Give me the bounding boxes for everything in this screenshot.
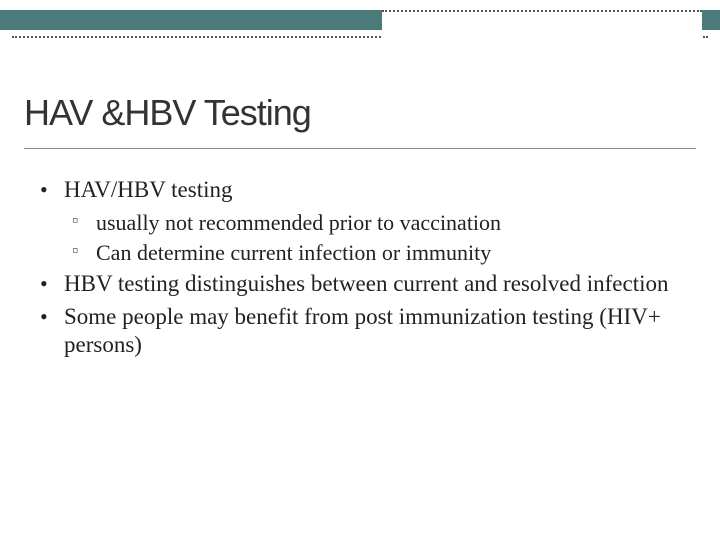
- bullet-text: Some people may benefit from post immuni…: [64, 304, 661, 358]
- slide-title: HAV &HBV Testing: [24, 92, 311, 134]
- sub-bullet-text: Can determine current infection or immun…: [96, 240, 491, 265]
- decorative-notch: [382, 10, 702, 46]
- title-underline: [24, 148, 696, 149]
- sub-bullet: usually not recommended prior to vaccina…: [40, 209, 680, 238]
- bullet-3: Some people may benefit from post immuni…: [40, 303, 680, 361]
- bullet-text: HAV/HBV testing: [64, 177, 232, 202]
- sub-bullet-text: usually not recommended prior to vaccina…: [96, 210, 501, 235]
- bullet-1: HAV/HBV testing: [40, 176, 680, 205]
- bullet-2: HBV testing distinguishes between curren…: [40, 270, 680, 299]
- bullet-text: HBV testing distinguishes between curren…: [64, 271, 668, 296]
- slide: HAV &HBV Testing HAV/HBV testing usually…: [0, 0, 720, 540]
- slide-body: HAV/HBV testing usually not recommended …: [40, 176, 680, 364]
- sub-bullet: Can determine current infection or immun…: [40, 239, 680, 268]
